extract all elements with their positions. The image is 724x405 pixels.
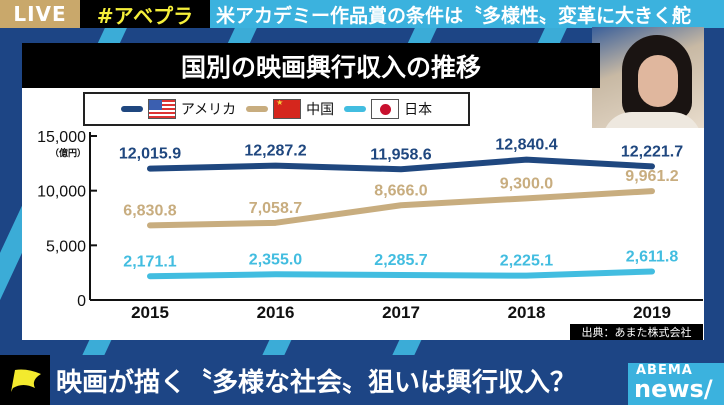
legend-item-usa: アメリカ: [120, 99, 237, 119]
bottom-banner: 映画が描く〝多様な社会〟狙いは興行収入？ ABEMA news/: [0, 355, 724, 405]
chart-title: 国別の映画興行収入の推移: [22, 43, 600, 88]
source-label: 出典：あまた株式会社: [570, 324, 703, 340]
yellow-flag-icon: [11, 369, 41, 392]
x-tick-label: 2016: [257, 303, 295, 322]
data-label: 2,355.0: [249, 251, 302, 268]
japan-flag-icon: [371, 99, 400, 119]
legend-item-japan: 日本: [344, 99, 432, 119]
x-tick-label: 2019: [633, 303, 671, 322]
legend-line-china: [246, 106, 269, 112]
topic-flag-box: [0, 355, 50, 405]
series-line: [147, 268, 655, 280]
live-badge: LIVE: [0, 0, 80, 28]
y-tick-label: 5,000: [46, 238, 86, 255]
legend-line-usa: [120, 106, 143, 112]
chart-panel: [22, 88, 592, 340]
series-line: [147, 188, 655, 229]
data-label: 12,287.2: [244, 143, 306, 160]
legend-label: 日本: [404, 102, 433, 118]
y-tick-label: 15,000: [37, 129, 86, 146]
data-label: 12,221.7: [621, 143, 683, 160]
x-tick-label: 2017: [382, 303, 420, 322]
data-label: 6,830.8: [123, 202, 176, 219]
series-line: [147, 156, 655, 173]
x-tick-label: 2015: [131, 303, 169, 322]
legend-label: 中国: [306, 102, 335, 118]
data-label: 9,961.2: [625, 168, 678, 185]
bottom-banner-text: 映画が描く〝多様な社会〟狙いは興行収入？: [56, 367, 577, 398]
legend-item-china: 中国: [246, 99, 334, 119]
legend-label: アメリカ: [180, 102, 237, 118]
data-label: 2,225.1: [500, 253, 553, 270]
data-label: 2,611.8: [626, 248, 679, 265]
y-tick-label: 0: [77, 293, 86, 310]
y-unit-label: （億円）: [50, 147, 86, 159]
headline-text: 米アカデミー作品賞の条件は〝多様性〟変革に大きく舵: [210, 0, 724, 28]
y-tick-label: 10,000: [37, 184, 86, 201]
data-label: 9,300.0: [500, 175, 553, 192]
legend-line-japan: [344, 106, 367, 112]
data-label: 11,958.6: [370, 146, 432, 163]
abema-news-logo: ABEMA news/: [628, 363, 724, 405]
us-flag-icon: [147, 99, 176, 119]
hashtag-label: #アベプラ: [80, 0, 210, 28]
data-label: 2,285.7: [374, 252, 427, 269]
top-bar: LIVE #アベプラ 米アカデミー作品賞の条件は〝多様性〟変革に大きく舵: [0, 0, 724, 28]
chart-series: [147, 156, 655, 280]
chart-data-labels: 12,015.9 12,287.2 11,958.6 12,840.4 12,221.7…: [119, 137, 683, 271]
data-label: 7,058.7: [249, 200, 302, 217]
x-tick-label: 2018: [508, 303, 546, 322]
data-label: 12,840.4: [495, 137, 557, 154]
presenter-video-thumbnail: [592, 27, 704, 128]
data-label: 8,666.0: [374, 182, 427, 199]
data-label: 12,015.9: [119, 146, 181, 163]
data-label: 2,171.1: [123, 253, 176, 270]
china-flag-icon: [273, 99, 302, 119]
chart-axes: 0 5,000 10,000 15,000（億円） 2015 2016 2017 2018 20…: [37, 129, 703, 322]
chart-legend: アメリカ 中国 日本: [83, 92, 470, 126]
